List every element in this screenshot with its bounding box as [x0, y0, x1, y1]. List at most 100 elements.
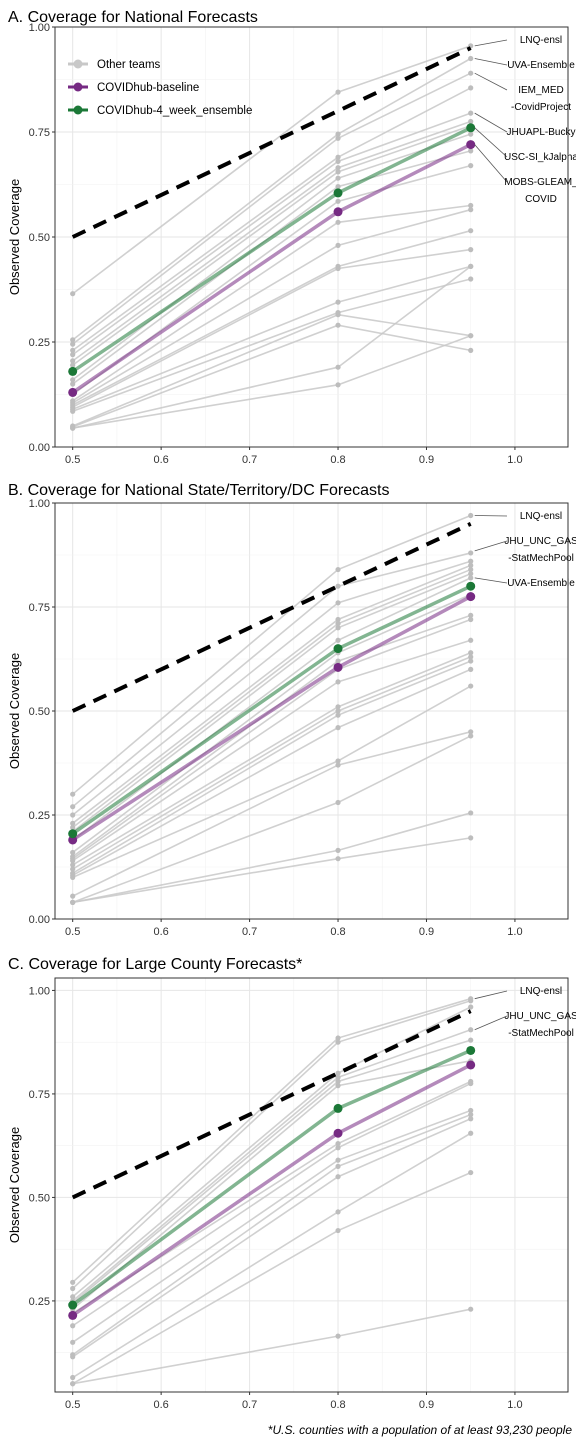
- other-team-point: [70, 862, 76, 868]
- other-team-point: [468, 55, 474, 62]
- other-team-point: [468, 512, 474, 519]
- team-annotations: LNQ-ensl JHU_UNC_GAS -StatMechPool: [474, 986, 576, 1039]
- other-team-line: [72, 593, 472, 854]
- other-team-line: [72, 837, 471, 904]
- annotation-label: LNQ-ensl: [520, 35, 562, 46]
- other-team-point: [70, 377, 76, 383]
- annotation-label: LNQ-ensl: [520, 511, 562, 522]
- other-team-point: [70, 1323, 76, 1329]
- baseline-series: [68, 140, 476, 397]
- x-tick-label: 0.8: [330, 454, 345, 466]
- other-team-point: [335, 600, 341, 606]
- other-team-line: [72, 278, 471, 413]
- annotation-label: -StatMechPool: [508, 1028, 574, 1039]
- baseline-point: [333, 1128, 343, 1138]
- other-team-point: [335, 847, 341, 853]
- other-team-point: [335, 704, 341, 710]
- baseline-point: [466, 1060, 476, 1070]
- other-team-point: [70, 858, 76, 864]
- other-team-point: [70, 874, 76, 881]
- other-team-point: [335, 637, 341, 643]
- baseline-line: [71, 595, 472, 842]
- other-team-point: [468, 683, 474, 689]
- y-tick-label: 0.00: [29, 442, 50, 454]
- y-tick-label: 0.75: [29, 1089, 50, 1101]
- annotation-label: UVA-Ensemble: [507, 578, 575, 589]
- other-team-point: [70, 866, 76, 872]
- ensemble-series: [68, 581, 476, 839]
- other-team-point: [70, 362, 76, 368]
- annotation-label: -CovidProject: [511, 102, 571, 113]
- baseline-point: [68, 387, 78, 397]
- other-team-point: [70, 1354, 76, 1360]
- other-team-point: [335, 131, 341, 137]
- other-team-point: [468, 263, 474, 269]
- x-tick-label: 0.6: [153, 1399, 168, 1411]
- annotation-label: LNQ-ensl: [520, 986, 562, 997]
- other-team-point: [468, 810, 474, 816]
- other-team-point: [335, 616, 341, 623]
- other-team-line: [72, 1308, 471, 1385]
- other-team-point: [468, 637, 474, 643]
- other-team-line: [72, 1039, 471, 1304]
- other-team-point: [468, 571, 474, 577]
- panel-title: C. Coverage for Large County Forecasts*: [8, 956, 302, 973]
- other-team-point: [335, 154, 341, 160]
- baseline-series: [68, 1060, 476, 1320]
- annotation-leader: [474, 72, 508, 91]
- ensemble-point: [466, 1045, 476, 1055]
- other-team-point: [468, 347, 474, 353]
- other-team-line: [72, 1082, 472, 1327]
- other-team-point: [468, 228, 474, 234]
- x-tick-label: 0.5: [65, 926, 80, 938]
- other-team-point: [468, 110, 474, 116]
- other-team-point: [335, 583, 341, 589]
- other-team-point: [335, 708, 341, 714]
- other-team-point: [468, 835, 474, 841]
- other-team-point: [468, 650, 474, 656]
- ideal-coverage-line: [71, 46, 472, 239]
- annotation-label: IEM_MED: [518, 85, 564, 96]
- other-team-point: [70, 849, 76, 856]
- other-team-point: [70, 1279, 76, 1285]
- panel-title: A. Coverage for National Forecasts: [8, 9, 258, 26]
- legend: Other teams COVIDhub-baseline COVIDhub-4_w…: [68, 59, 252, 117]
- other-team-point: [468, 575, 474, 581]
- other-team-point: [335, 1333, 341, 1339]
- other-team-point: [70, 824, 76, 831]
- other-team-point: [335, 566, 341, 573]
- panel-c: C. Coverage for Large County Forecasts* 0…: [7, 956, 576, 1411]
- other-team-point: [335, 322, 341, 328]
- x-tick-label: 0.9: [419, 454, 434, 466]
- x-tick-label: 0.7: [242, 926, 257, 938]
- baseline-point: [68, 1310, 78, 1320]
- other-team-point: [335, 312, 341, 318]
- other-team-point: [468, 998, 474, 1004]
- other-team-point: [335, 658, 341, 664]
- other-team-point: [335, 89, 341, 95]
- other-team-point: [335, 1227, 341, 1234]
- baseline-point: [333, 662, 343, 672]
- other-team-point: [70, 1339, 76, 1345]
- other-team-point: [335, 621, 341, 627]
- annotation-leader: [474, 577, 508, 584]
- other-team-point: [335, 299, 341, 305]
- other-team-point: [468, 333, 474, 339]
- other-team-point: [70, 893, 76, 899]
- other-team-point: [70, 804, 76, 810]
- y-tick-label: 0.50: [29, 1192, 50, 1204]
- ideal-coverage-line: [71, 1009, 472, 1200]
- ensemble-point: [68, 1300, 78, 1310]
- y-tick-label: 1.00: [29, 22, 50, 34]
- y-axis-label: Observed Coverage: [7, 179, 22, 295]
- ensemble-series: [68, 123, 476, 376]
- x-tick-label: 0.6: [153, 454, 168, 466]
- other-team-point: [468, 70, 474, 76]
- other-team-point: [335, 165, 341, 171]
- annotation-leader: [474, 1015, 508, 1031]
- annotation-label: JHUAPL-Bucky: [507, 127, 576, 138]
- annotation-label: JHU_UNC_GAS: [504, 536, 576, 547]
- other-team-point: [70, 341, 76, 347]
- ensemble-point: [333, 644, 343, 654]
